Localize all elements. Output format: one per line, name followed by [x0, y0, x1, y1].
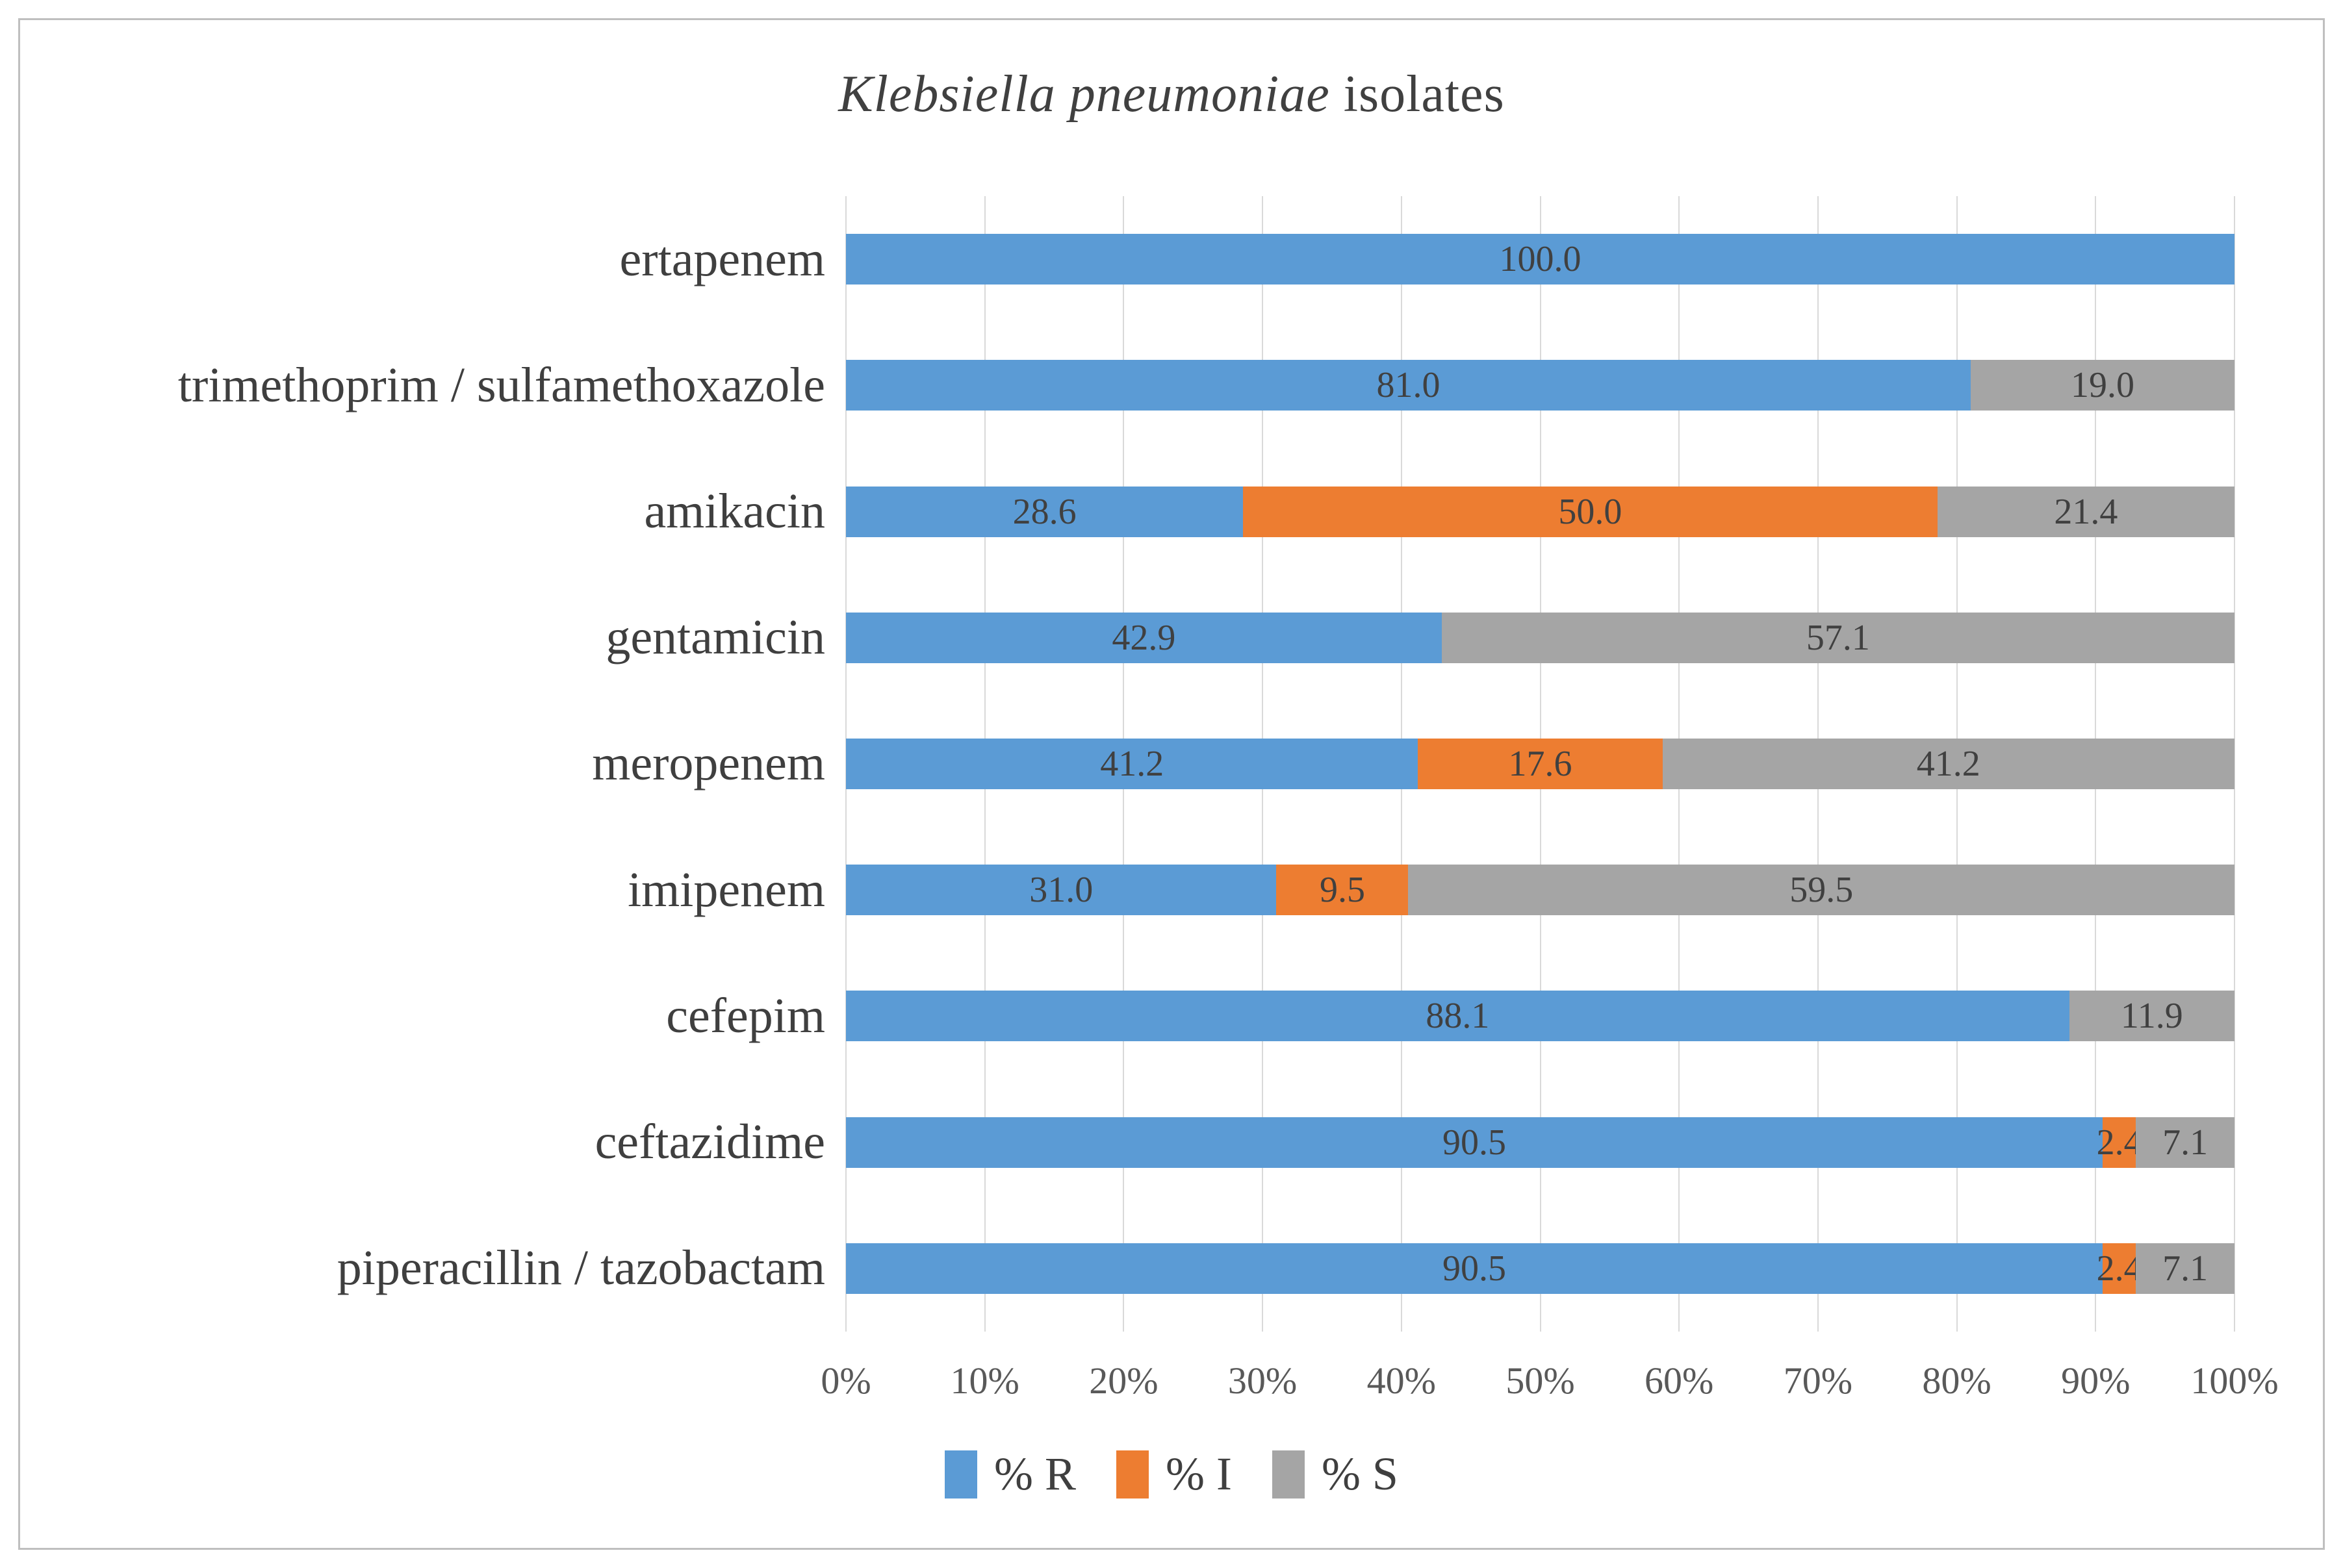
legend-swatch-r	[945, 1450, 977, 1498]
bar-track: 28.6 50.0 21.4	[846, 486, 2234, 537]
bar-track: 81.0 19.0	[846, 360, 2234, 411]
data-label: 57.1	[1806, 617, 1870, 658]
category-label: gentamicin	[606, 610, 825, 665]
chart-row: ceftazidime 90.5 2.4 7.1	[40, 1080, 2234, 1206]
bar-segment-s: 7.1	[2136, 1117, 2234, 1168]
category-label: amikacin	[644, 484, 825, 539]
bar-segment-r: 81.0	[846, 360, 1971, 411]
x-tick-label: 100%	[2190, 1359, 2279, 1402]
data-label: 100.0	[1499, 239, 1581, 280]
x-tick-label: 50%	[1505, 1359, 1575, 1402]
data-label: 17.6	[1508, 743, 1572, 784]
bar-segment-s: 41.2	[1662, 738, 2234, 789]
chart-row: imipenem 31.0 9.5 59.5	[40, 827, 2234, 953]
category-label: ertapenem	[619, 231, 825, 286]
x-tick-label: 90%	[2061, 1359, 2131, 1402]
chart-row: gentamicin 42.9 57.1	[40, 575, 2234, 701]
x-tick-label: 20%	[1089, 1359, 1159, 1402]
legend-label: % I	[1166, 1448, 1232, 1500]
data-label: 2.4	[2096, 1248, 2142, 1289]
x-tick-label: 60%	[1645, 1359, 1714, 1402]
category-label: meropenem	[592, 736, 825, 791]
legend-item-i: % I	[1116, 1447, 1232, 1501]
x-tick-label: 40%	[1366, 1359, 1436, 1402]
data-label: 41.2	[1100, 743, 1164, 784]
x-axis: 0% 10% 20% 30% 40% 50% 60% 70% 80% 90% 100%	[821, 1359, 2278, 1411]
category-label: cefepim	[666, 988, 825, 1043]
bar-segment-r: 41.2	[846, 738, 1418, 789]
gridline	[2234, 196, 2235, 1332]
chart-row: cefepim 88.1 11.9	[40, 953, 2234, 1079]
bar-track: 42.9 57.1	[846, 612, 2234, 663]
data-label: 7.1	[2162, 1248, 2209, 1289]
bar-segment-i: 2.4	[2097, 1243, 2142, 1294]
x-tick-label: 30%	[1227, 1359, 1298, 1402]
chart-title-species: Klebsiella pneumoniae	[838, 66, 1330, 123]
legend: % R % I % S	[0, 1447, 2343, 1501]
x-tick-label: 10%	[950, 1359, 1019, 1402]
bar-segment-s: 21.4	[1937, 486, 2234, 537]
data-label: 88.1	[1426, 996, 1490, 1037]
data-label: 50.0	[1558, 491, 1622, 532]
bar-segment-r: 100.0	[846, 234, 2234, 285]
legend-label: % R	[994, 1448, 1076, 1500]
data-label: 2.4	[2096, 1122, 2142, 1163]
data-label: 7.1	[2162, 1122, 2209, 1163]
bar-segment-i: 17.6	[1418, 738, 1663, 789]
legend-swatch-i	[1116, 1450, 1149, 1498]
legend-swatch-s	[1272, 1450, 1305, 1498]
data-label: 9.5	[1319, 870, 1365, 911]
data-label: 42.9	[1112, 617, 1176, 658]
bar-segment-r: 90.5	[846, 1243, 2103, 1294]
legend-item-s: % S	[1272, 1447, 1398, 1501]
chart-title: Klebsiella pneumoniae isolates	[0, 65, 2343, 124]
data-label: 81.0	[1376, 365, 1440, 406]
bar-track: 88.1 11.9	[846, 991, 2234, 1042]
chart-row: amikacin 28.6 50.0 21.4	[40, 448, 2234, 574]
category-label: ceftazidime	[595, 1115, 825, 1170]
bar-track: 90.5 2.4 7.1	[846, 1243, 2234, 1294]
bar-segment-r: 42.9	[846, 612, 1442, 663]
data-label: 21.4	[2054, 491, 2118, 532]
chart-row: piperacillin / tazobactam 90.5 2.4 7.1	[40, 1206, 2234, 1332]
bar-segment-s: 59.5	[1408, 865, 2234, 916]
bar-track: 41.2 17.6 41.2	[846, 738, 2234, 789]
data-label: 28.6	[1012, 491, 1077, 532]
data-label: 11.9	[2120, 996, 2183, 1037]
bar-track: 90.5 2.4 7.1	[846, 1117, 2234, 1168]
bar-track: 31.0 9.5 59.5	[846, 865, 2234, 916]
bar-segment-r: 31.0	[846, 865, 1277, 916]
x-tick-label: 80%	[1922, 1359, 1991, 1402]
x-tick-label: 0%	[821, 1359, 871, 1402]
bar-segment-i: 50.0	[1243, 486, 1938, 537]
bar-segment-r: 28.6	[846, 486, 1244, 537]
bar-segment-r: 90.5	[846, 1117, 2103, 1168]
legend-item-r: % R	[945, 1447, 1076, 1501]
bar-track: 100.0	[846, 234, 2234, 285]
data-label: 41.2	[1916, 743, 1980, 784]
bar-segment-s: 11.9	[2069, 991, 2234, 1042]
bar-segment-i: 2.4	[2097, 1117, 2142, 1168]
chart-row: meropenem 41.2 17.6 41.2	[40, 701, 2234, 827]
data-label: 19.0	[2070, 365, 2134, 406]
x-tick-label: 70%	[1783, 1359, 1853, 1402]
category-label: piperacillin / tazobactam	[337, 1241, 825, 1296]
legend-label: % S	[1321, 1448, 1398, 1500]
chart-title-suffix: isolates	[1329, 66, 1505, 123]
bar-segment-s: 7.1	[2136, 1243, 2234, 1294]
data-label: 90.5	[1442, 1248, 1506, 1289]
bar-segment-i: 9.5	[1276, 865, 1409, 916]
bar-segment-s: 57.1	[1441, 612, 2234, 663]
data-label: 31.0	[1029, 870, 1094, 911]
category-label: imipenem	[628, 862, 825, 917]
data-label: 59.5	[1789, 870, 1854, 911]
bar-segment-s: 19.0	[1970, 360, 2234, 411]
category-label: trimethoprim / sulfamethoxazole	[177, 357, 825, 412]
bar-segment-r: 88.1	[846, 991, 2069, 1042]
chart-row: trimethoprim / sulfamethoxazole 81.0 19.0	[40, 322, 2234, 448]
chart-rows: ertapenem 100.0 trimethoprim / sulfamethox…	[40, 196, 2234, 1332]
data-label: 90.5	[1442, 1122, 1506, 1163]
chart-row: ertapenem 100.0	[40, 196, 2234, 322]
